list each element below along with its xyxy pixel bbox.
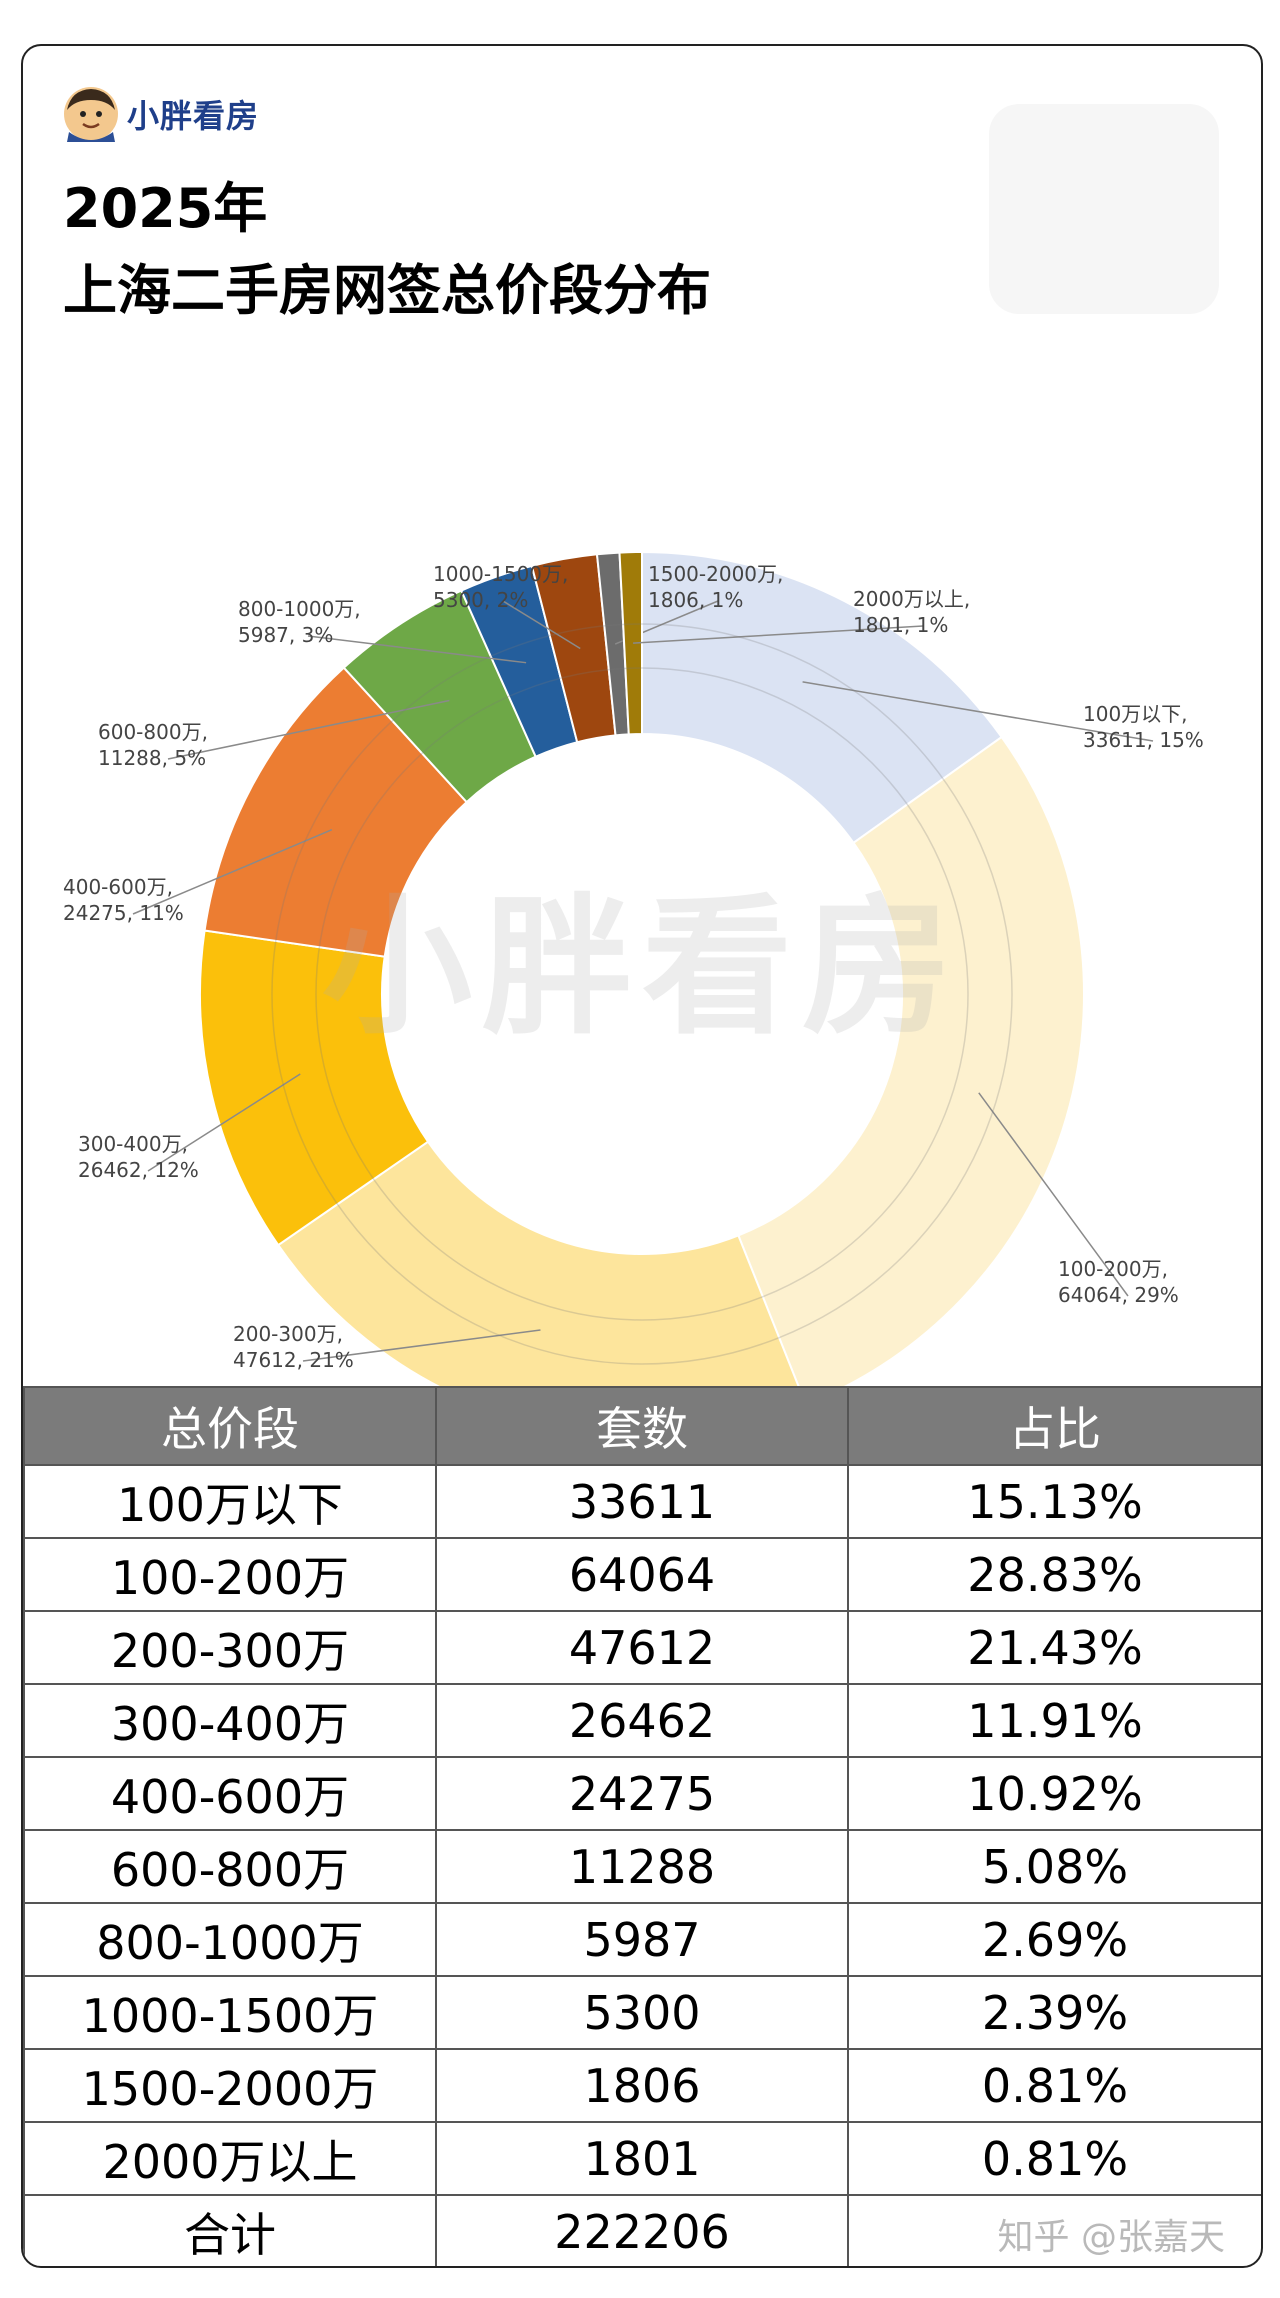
cell-share: 2.39% (847, 1975, 1261, 2050)
cell-count: 24275 (435, 1756, 849, 1831)
table-row: 100万以下 33611 15.13% (23, 1464, 1261, 1539)
cell-count: 1801 (435, 2121, 849, 2196)
cell-count: 222206 (435, 2194, 849, 2266)
slice-label-category: 200-300万, (233, 1322, 343, 1346)
table-row: 600-800万 11288 5.08% (23, 1829, 1261, 1904)
leader-line (633, 625, 924, 644)
table-row: 100-200万 64064 28.83% (23, 1537, 1261, 1612)
page-title: 上海二手房网签总价段分布 (63, 259, 711, 322)
cell-range: 2000万以上 (23, 2121, 437, 2196)
leader-line (302, 1329, 541, 1362)
table-row: 200-300万 47612 21.43% (23, 1610, 1261, 1685)
cell-count: 5300 (435, 1975, 849, 2050)
slice-label-value: 24275, 11% (63, 901, 184, 925)
leader-line (167, 699, 450, 760)
cell-range: 800-1000万 (23, 1902, 437, 1977)
table-row: 800-1000万 5987 2.69% (23, 1902, 1261, 1977)
donut-slice-2000- (618, 550, 643, 736)
cell-share: 2.69% (847, 1902, 1261, 1977)
cell-range: 1500-2000万 (23, 2048, 437, 2123)
cell-share (847, 2194, 1261, 2266)
leader-line (307, 635, 527, 664)
slice-label-value: 1806, 1% (648, 588, 743, 612)
cell-count: 26462 (435, 1683, 849, 1758)
leader-line (802, 681, 1154, 742)
table-row: 1500-2000万 1806 0.81% (23, 2048, 1261, 2123)
slice-label-value: 64064, 29% (1058, 1283, 1179, 1307)
leader-line (978, 1092, 1129, 1297)
footer-source: 知乎 @张嘉天 (997, 2217, 1225, 2258)
slice-label-category: 300-400万, (78, 1132, 188, 1156)
slice-label-value: 26462, 12% (78, 1158, 199, 1182)
slice-label-category: 100万以下, (1083, 702, 1188, 726)
cell-share: 0.81% (847, 2121, 1261, 2196)
faded-logo-icon (989, 104, 1219, 314)
cell-share: 11.91% (847, 1683, 1261, 1758)
table-row: 400-600万 24275 10.92% (23, 1756, 1261, 1831)
table-header-count: 套数 (435, 1386, 849, 1466)
cell-share: 15.13% (847, 1464, 1261, 1539)
slice-label-category: 600-800万, (98, 720, 208, 744)
price-table: 总价段 套数 占比 100万以下 33611 15.13% 100-200万 6406… (23, 1386, 1261, 2266)
table-row-total: 合计 222206 (23, 2194, 1261, 2266)
slice-label-value: 5987, 3% (238, 623, 333, 647)
slice-label-category: 1500-2000万, (648, 562, 783, 586)
table-row: 2000万以上 1801 0.81% (23, 2121, 1261, 2196)
cell-range: 300-400万 (23, 1683, 437, 1758)
donut-chart-svg: 100万以下,33611, 15% 100-200万,64064, 29% 200-… (63, 550, 1204, 1416)
cell-count: 5987 (435, 1902, 849, 1977)
table-row: 300-400万 26462 11.91% (23, 1683, 1261, 1758)
leader-line (147, 1073, 301, 1172)
table-header-range: 总价段 (23, 1386, 437, 1466)
slice-label-category: 2000万以上, (853, 587, 970, 611)
cell-share: 21.43% (847, 1610, 1261, 1685)
report-card: 小胖看房 2025年 上海二手房网签总价段分布 100万以下, 33611, 15… (21, 44, 1263, 2268)
cell-range: 合计 (23, 2194, 437, 2266)
slice-label-category: 100-200万, (1058, 1257, 1168, 1281)
table-header-share: 占比 (847, 1386, 1261, 1466)
cell-share: 10.92% (847, 1756, 1261, 1831)
slice-label-value: 33611, 15% (1083, 728, 1204, 752)
cell-share: 28.83% (847, 1537, 1261, 1612)
cell-share: 5.08% (847, 1829, 1261, 1904)
brand: 小胖看房 (63, 86, 259, 142)
slice-label-value: 47612, 21% (233, 1348, 354, 1372)
slice-label-category: 400-600万, (63, 875, 173, 899)
slice-label-category: 800-1000万, (238, 597, 361, 621)
leader-line (132, 828, 333, 915)
avatar-icon (64, 87, 118, 142)
page-title-year: 2025年 (63, 177, 268, 240)
leader-line (502, 600, 581, 650)
cell-range: 1000-1500万 (23, 1975, 437, 2050)
slice-label-value: 5300, 2% (433, 588, 528, 612)
brand-name: 小胖看房 (127, 97, 260, 135)
donut-slice-100- (641, 550, 1004, 845)
cell-range: 100万以下 (23, 1464, 437, 1539)
donut-guide-ring (315, 667, 969, 1321)
cell-share: 0.81% (847, 2048, 1261, 2123)
cell-range: 200-300万 (23, 1610, 437, 1685)
cell-count: 33611 (435, 1464, 849, 1539)
cell-count: 11288 (435, 1829, 849, 1904)
watermark: 小胖看房 (321, 881, 962, 1055)
table-row: 1000-1500万 5300 2.39% (23, 1975, 1261, 2050)
slice-label-value: 1801, 1% (853, 613, 948, 637)
cell-range: 400-600万 (23, 1756, 437, 1831)
donut-chart: 100万以下, 33611, 15% 100-200万, 64064, 29% 200-… (23, 366, 1261, 1416)
cell-count: 47612 (435, 1610, 849, 1685)
cell-count: 64064 (435, 1537, 849, 1612)
cell-range: 100-200万 (23, 1537, 437, 1612)
cell-count: 1806 (435, 2048, 849, 2123)
slice-label-value: 11288, 5% (98, 746, 206, 770)
cell-range: 600-800万 (23, 1829, 437, 1904)
donut-guide-ring (271, 623, 1013, 1365)
table-header-row: 总价段 套数 占比 (23, 1386, 1261, 1466)
donut-slice-100-200- (737, 735, 1085, 1406)
slice-label-category: 1000-1500万, (433, 562, 568, 586)
